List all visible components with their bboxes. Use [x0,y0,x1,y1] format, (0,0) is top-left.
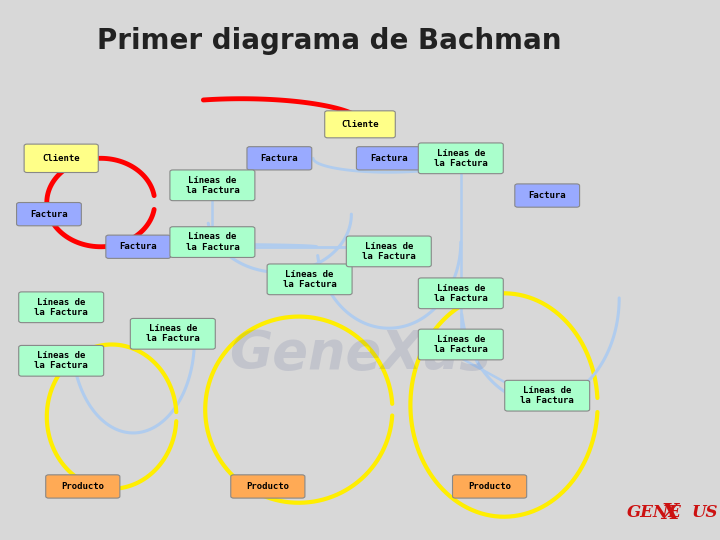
FancyBboxPatch shape [106,235,171,258]
Text: US: US [691,504,718,522]
Text: Producto: Producto [61,482,104,491]
FancyBboxPatch shape [356,147,421,170]
FancyBboxPatch shape [247,147,312,170]
Text: Líneas de
la Factura: Líneas de la Factura [186,176,239,195]
Text: Líneas de
la Factura: Líneas de la Factura [283,269,336,289]
FancyBboxPatch shape [418,278,503,309]
FancyBboxPatch shape [46,475,120,498]
Text: Factura: Factura [261,154,298,163]
FancyBboxPatch shape [505,380,590,411]
Text: Factura: Factura [120,242,157,251]
FancyBboxPatch shape [130,319,215,349]
Text: GeneXus: GeneXus [229,328,491,380]
Text: Líneas de
la Factura: Líneas de la Factura [186,232,239,252]
FancyBboxPatch shape [170,227,255,258]
FancyBboxPatch shape [24,144,98,172]
FancyBboxPatch shape [325,111,395,138]
Text: Primer diagrama de Bachman: Primer diagrama de Bachman [97,27,562,55]
Text: Líneas de
la Factura: Líneas de la Factura [521,386,574,406]
Text: Producto: Producto [246,482,289,491]
Text: Líneas de
la Factura: Líneas de la Factura [434,148,487,168]
Text: GENE: GENE [626,504,681,522]
FancyBboxPatch shape [346,236,431,267]
FancyBboxPatch shape [515,184,580,207]
Text: Líneas de
la Factura: Líneas de la Factura [146,324,199,343]
Text: Líneas de
la Factura: Líneas de la Factura [434,335,487,354]
Text: Líneas de
la Factura: Líneas de la Factura [434,284,487,303]
Text: Líneas de
la Factura: Líneas de la Factura [35,351,88,370]
Text: Líneas de
la Factura: Líneas de la Factura [35,298,88,317]
FancyBboxPatch shape [19,292,104,322]
Text: Cliente: Cliente [341,120,379,129]
Text: Factura: Factura [370,154,408,163]
Text: Producto: Producto [468,482,511,491]
FancyBboxPatch shape [267,264,352,295]
FancyBboxPatch shape [170,170,255,201]
FancyBboxPatch shape [418,329,503,360]
Text: Cliente: Cliente [42,154,80,163]
Text: Factura: Factura [30,210,68,219]
FancyBboxPatch shape [453,475,527,498]
Text: X: X [661,502,678,524]
Text: Factura: Factura [528,191,566,200]
FancyBboxPatch shape [17,202,81,226]
FancyBboxPatch shape [19,346,104,376]
FancyBboxPatch shape [230,475,305,498]
FancyBboxPatch shape [418,143,503,174]
Text: Líneas de
la Factura: Líneas de la Factura [362,242,415,261]
